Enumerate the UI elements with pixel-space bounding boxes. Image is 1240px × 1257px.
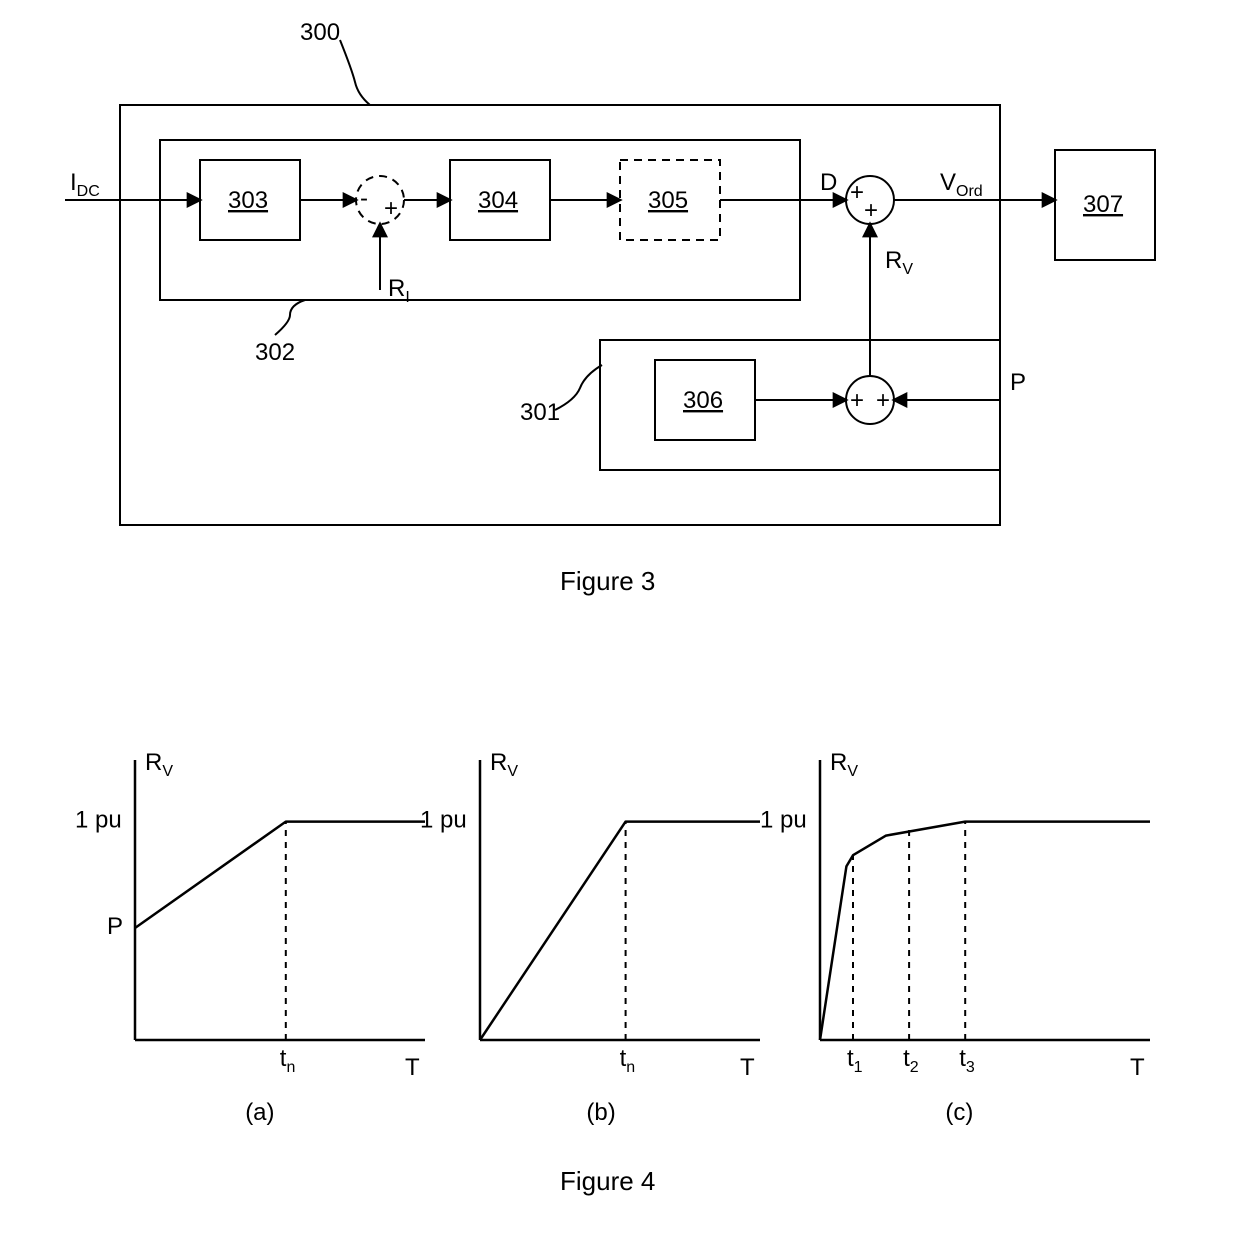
figure-canvas: 300 302 301 303 - + 304 305 + + 306 + + — [0, 0, 1240, 1257]
sum1-plus: + — [384, 195, 398, 222]
label-d: D — [820, 169, 837, 196]
leader-300 — [340, 40, 370, 105]
sum2-plus-bot: + — [864, 197, 878, 224]
svg-text:tn: tn — [280, 1045, 296, 1076]
figure-3-caption: Figure 3 — [560, 566, 655, 596]
block-305-label: 305 — [648, 187, 688, 214]
ref-300: 300 — [300, 19, 340, 46]
block-304-label: 304 — [478, 187, 518, 214]
svg-text:t1: t1 — [847, 1045, 863, 1076]
chart-b: RV T 1 pu tn(b) — [420, 749, 760, 1126]
svg-text:t2: t2 — [903, 1045, 919, 1076]
svg-text:1 pu: 1 pu — [420, 807, 467, 834]
svg-text:T: T — [740, 1054, 755, 1081]
sum2-plus-left: + — [850, 179, 864, 206]
figure-3: 300 302 301 303 - + 304 305 + + 306 + + — [65, 19, 1155, 596]
figure-4: RVT1 puPtn(a)RVT1 putn(b)RVT1 put1t2t3(c… — [75, 749, 1150, 1196]
label-idc: IDC — [70, 169, 100, 200]
sum1-minus: - — [360, 185, 368, 212]
svg-text:P: P — [107, 913, 123, 940]
svg-text:RV: RV — [490, 749, 518, 780]
label-rv: RV — [885, 247, 913, 278]
chart-c: RV T 1 pu t1 t2 t3 (c) — [760, 749, 1150, 1126]
svg-text:RV: RV — [145, 749, 173, 780]
ref-301: 301 — [520, 399, 560, 426]
svg-text:T: T — [1130, 1054, 1145, 1081]
svg-text:1 pu: 1 pu — [75, 807, 122, 834]
svg-text:RV: RV — [830, 749, 858, 780]
block-306-label: 306 — [683, 387, 723, 414]
leader-301 — [555, 365, 602, 410]
box-302 — [160, 140, 800, 300]
svg-text:(b): (b) — [586, 1099, 615, 1126]
chart-a: RV T 1 pu Ptn(a) — [75, 749, 425, 1126]
label-p: P — [1010, 369, 1026, 396]
block-307-label: 307 — [1083, 191, 1123, 218]
label-ri: RI — [388, 275, 410, 306]
svg-text:1 pu: 1 pu — [760, 807, 807, 834]
figure-4-caption: Figure 4 — [560, 1166, 655, 1196]
box-300 — [120, 105, 1000, 525]
svg-text:tn: tn — [620, 1045, 636, 1076]
leader-302 — [275, 300, 305, 335]
svg-text:(c): (c) — [945, 1099, 973, 1126]
sum3-plus-right: + — [876, 387, 890, 414]
svg-text:(a): (a) — [245, 1099, 274, 1126]
block-303-label: 303 — [228, 187, 268, 214]
label-vord: VOrd — [940, 169, 983, 200]
ref-302: 302 — [255, 339, 295, 366]
svg-text:t3: t3 — [959, 1045, 975, 1076]
svg-text:T: T — [405, 1054, 420, 1081]
sum3-plus-left: + — [850, 387, 864, 414]
